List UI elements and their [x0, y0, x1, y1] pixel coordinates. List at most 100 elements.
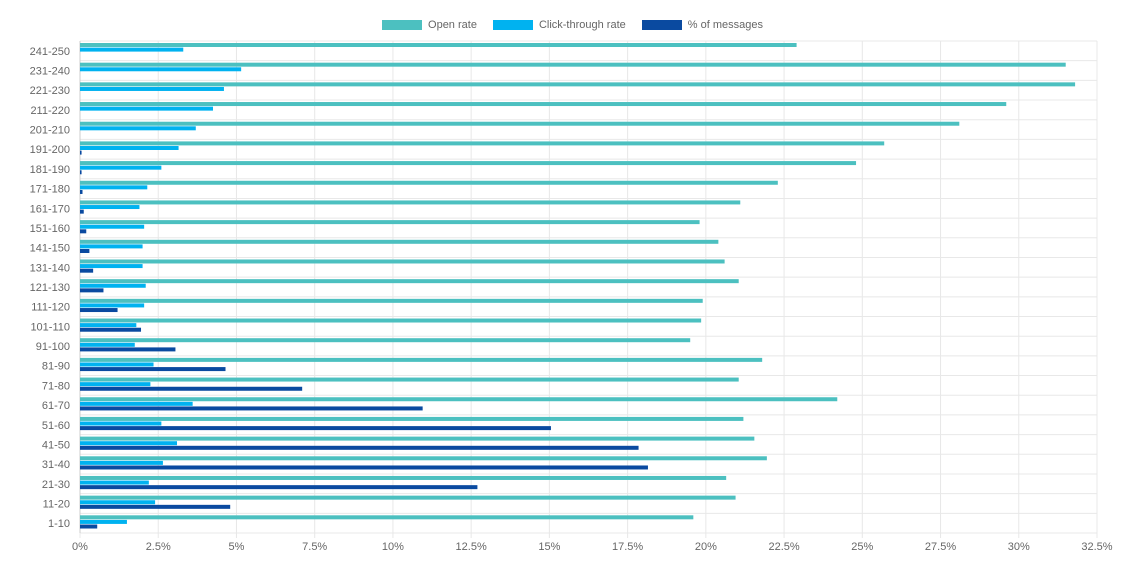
bar-click-through-rate[interactable] [80, 224, 145, 229]
bar-click-through-rate[interactable] [80, 441, 178, 446]
bar-open-rate[interactable] [80, 377, 739, 382]
bar-of-messages[interactable] [80, 367, 226, 372]
bar-of-messages[interactable] [80, 465, 648, 470]
bar-click-through-rate[interactable] [80, 205, 140, 210]
x-tick-label: 10% [382, 541, 404, 553]
x-tick-label: 27.5% [925, 541, 956, 553]
y-tick-label: 1-10 [48, 518, 70, 530]
bar-click-through-rate[interactable] [80, 362, 154, 367]
legend-item-click-through-rate[interactable]: Click-through rate [492, 19, 626, 31]
bar-of-messages[interactable] [80, 189, 83, 194]
bar-open-rate[interactable] [80, 456, 767, 461]
y-tick-label: 161-170 [30, 203, 70, 215]
bar-open-rate[interactable] [80, 436, 755, 441]
bar-of-messages[interactable] [80, 485, 478, 490]
bar-click-through-rate[interactable] [80, 165, 162, 170]
bar-of-messages[interactable] [80, 249, 90, 253]
y-tick-label: 131-140 [30, 262, 70, 274]
bar-open-rate[interactable] [80, 416, 744, 421]
x-tick-label: 17.5% [612, 541, 643, 553]
bar-click-through-rate[interactable] [80, 401, 193, 406]
bar-click-through-rate[interactable] [80, 342, 135, 347]
bar-click-through-rate[interactable] [80, 303, 145, 308]
y-tick-label: 61-70 [42, 400, 70, 412]
bar-open-rate[interactable] [80, 475, 727, 480]
bar-open-rate[interactable] [80, 495, 736, 500]
x-tick-label: 20% [695, 541, 717, 553]
bar-open-rate[interactable] [80, 515, 694, 520]
bar-open-rate[interactable] [80, 259, 725, 264]
bar-click-through-rate[interactable] [80, 244, 143, 249]
y-tick-label: 191-200 [30, 144, 70, 156]
y-tick-label: 151-160 [30, 223, 70, 235]
bar-open-rate[interactable] [80, 82, 1076, 87]
y-tick-label: 51-60 [42, 420, 70, 432]
bar-of-messages[interactable] [80, 386, 303, 391]
x-tick-label: 30% [1008, 541, 1030, 553]
bar-of-messages[interactable] [80, 445, 639, 450]
bar-open-rate[interactable] [80, 239, 719, 244]
x-tick-label: 5% [229, 541, 245, 553]
bar-open-rate[interactable] [80, 121, 960, 126]
bar-open-rate[interactable] [80, 62, 1066, 67]
bar-open-rate[interactable] [80, 161, 857, 166]
bar-open-rate[interactable] [80, 338, 691, 343]
bar-of-messages[interactable] [80, 347, 176, 352]
y-tick-label: 171-180 [30, 184, 70, 196]
bar-open-rate[interactable] [80, 200, 741, 205]
bar-open-rate[interactable] [80, 180, 778, 185]
bar-of-messages[interactable] [80, 209, 84, 214]
bar-of-messages[interactable] [80, 229, 87, 234]
y-tick-label: 71-80 [42, 380, 70, 392]
bar-click-through-rate[interactable] [80, 382, 151, 387]
x-tick-label: 25% [851, 541, 873, 553]
bar-of-messages[interactable] [80, 406, 423, 411]
bar-open-rate[interactable] [80, 141, 885, 146]
bar-open-rate[interactable] [80, 279, 739, 284]
bar-open-rate[interactable] [80, 318, 702, 323]
bar-click-through-rate[interactable] [80, 323, 137, 328]
bar-click-through-rate[interactable] [80, 519, 127, 524]
bar-of-messages[interactable] [80, 426, 551, 431]
bar-click-through-rate[interactable] [80, 67, 242, 72]
legend-item-percent-of-messages[interactable]: % of messages [641, 19, 763, 31]
bar-click-through-rate[interactable] [80, 500, 156, 505]
bar-click-through-rate[interactable] [80, 126, 196, 131]
bar-click-through-rate[interactable] [80, 106, 213, 111]
legend-swatch-open-rate [382, 20, 423, 30]
bar-of-messages[interactable] [80, 327, 142, 332]
bar-open-rate[interactable] [80, 298, 703, 303]
bar-click-through-rate[interactable] [80, 146, 179, 150]
x-tick-label: 22.5% [768, 541, 799, 553]
bar-of-messages[interactable] [80, 150, 82, 155]
legend-label-percent-of-messages: % of messages [687, 19, 763, 31]
y-tick-label: 21-30 [42, 479, 70, 491]
y-tick-label: 231-240 [30, 66, 70, 78]
bar-of-messages[interactable] [80, 524, 98, 529]
bar-of-messages[interactable] [80, 268, 94, 273]
legend-swatch-percent-of-messages [641, 20, 682, 30]
y-tick-label: 241-250 [30, 46, 70, 58]
bar-of-messages[interactable] [80, 504, 231, 509]
bar-of-messages[interactable] [80, 288, 104, 293]
bar-open-rate[interactable] [80, 102, 1007, 107]
bar-click-through-rate[interactable] [80, 47, 184, 52]
bar-click-through-rate[interactable] [80, 460, 163, 465]
bar-click-through-rate[interactable] [80, 421, 162, 426]
bar-open-rate[interactable] [80, 43, 797, 47]
legend-label-click-through-rate: Click-through rate [538, 19, 626, 31]
bar-open-rate[interactable] [80, 357, 763, 362]
bar-open-rate[interactable] [80, 220, 700, 225]
x-tick-label: 7.5% [302, 541, 327, 553]
bar-click-through-rate[interactable] [80, 480, 149, 485]
y-tick-label: 41-50 [42, 439, 70, 451]
bar-click-through-rate[interactable] [80, 185, 148, 190]
legend-item-open-rate[interactable]: Open rate [382, 19, 477, 31]
bar-of-messages[interactable] [80, 308, 118, 313]
bar-click-through-rate[interactable] [80, 264, 143, 269]
bar-click-through-rate[interactable] [80, 283, 146, 288]
bar-open-rate[interactable] [80, 397, 838, 402]
bar-click-through-rate[interactable] [80, 86, 224, 91]
bar-of-messages[interactable] [80, 170, 82, 175]
